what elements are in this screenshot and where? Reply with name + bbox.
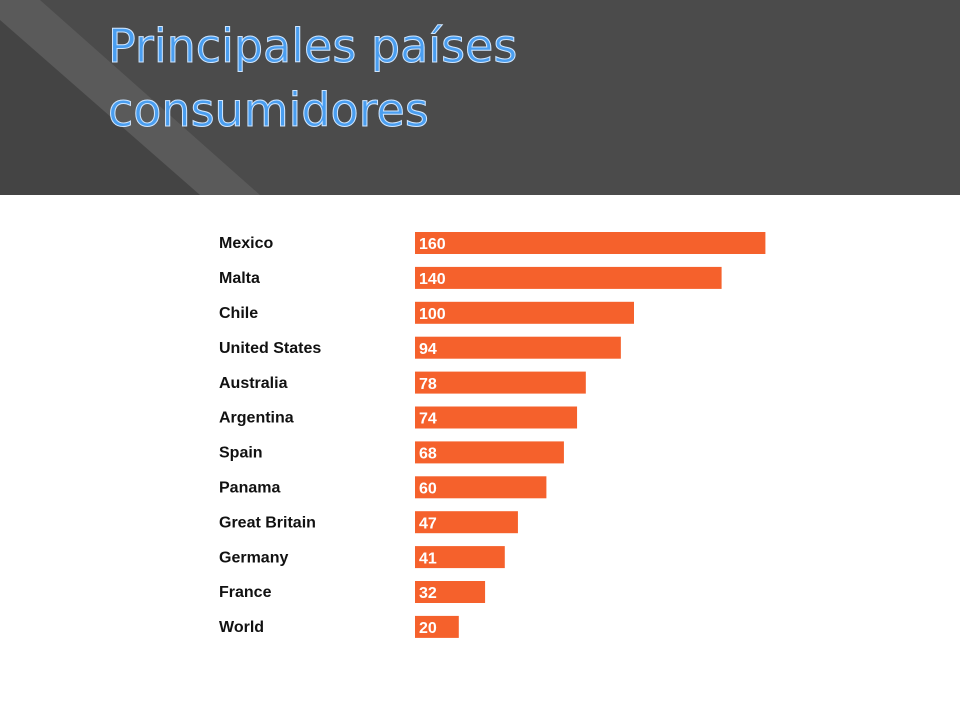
- category-label: Panama: [219, 480, 280, 497]
- bar: [415, 511, 518, 534]
- bar: [415, 371, 586, 394]
- header-shadow: [0, 20, 200, 195]
- value-label: 32: [419, 585, 437, 602]
- value-label: 160: [419, 236, 446, 253]
- category-label: Germany: [219, 549, 288, 566]
- category-label: World: [219, 619, 264, 636]
- bar: [415, 546, 505, 569]
- bar: [415, 266, 722, 289]
- bar: [415, 336, 621, 359]
- bar: [415, 232, 766, 254]
- chart-title: Principales países consumidores: [108, 19, 517, 137]
- category-label: France: [219, 584, 272, 601]
- category-label: United States: [219, 340, 321, 357]
- category-label: Mexico: [219, 235, 273, 252]
- category-label: Spain: [219, 445, 263, 462]
- bar: [415, 301, 634, 324]
- value-label: 60: [419, 481, 437, 498]
- value-label: 47: [419, 515, 437, 532]
- category-label: Malta: [219, 270, 260, 287]
- value-label: 20: [419, 620, 437, 637]
- bar: [415, 441, 564, 464]
- category-label: Argentina: [219, 410, 294, 427]
- bar: [415, 406, 578, 429]
- category-label: Australia: [219, 375, 288, 392]
- value-label: 100: [419, 306, 446, 323]
- value-label: 140: [419, 271, 446, 288]
- value-label: 94: [419, 341, 437, 358]
- value-label: 74: [419, 411, 437, 428]
- bar: [415, 581, 486, 603]
- value-label: 68: [419, 446, 437, 463]
- value-label: 41: [419, 550, 437, 567]
- bar: [415, 476, 547, 499]
- value-label: 78: [419, 376, 437, 393]
- category-label: Chile: [219, 305, 258, 322]
- bar: [415, 615, 459, 638]
- category-label: Great Britain: [219, 514, 316, 531]
